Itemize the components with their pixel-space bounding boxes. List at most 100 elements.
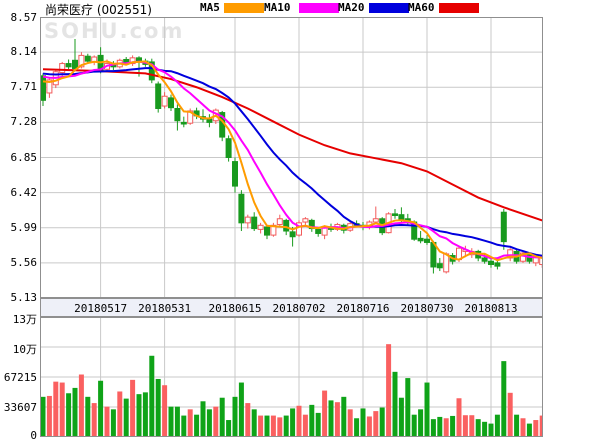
volume-bar	[334, 402, 340, 437]
volume-bar	[66, 393, 72, 437]
volume-bar	[130, 379, 136, 437]
volume-bar	[264, 415, 270, 437]
date-label: 20180531	[138, 302, 192, 315]
candle-body	[283, 219, 290, 232]
price-tick: 6.42	[10, 185, 38, 199]
candle-body	[40, 75, 46, 101]
sohu-watermark: SOHU.com	[44, 19, 185, 43]
volume-bar	[174, 406, 180, 437]
candle-body	[65, 63, 72, 68]
volume-bar	[443, 418, 449, 437]
volume-bar	[72, 387, 78, 437]
date-label: 20180517	[74, 302, 128, 315]
volume-bar	[386, 344, 392, 437]
volume-bar	[411, 414, 417, 437]
candle-body	[257, 224, 264, 230]
stock-title: 尚荣医疗 (002551)	[45, 3, 152, 17]
ma5-line	[42, 60, 543, 262]
volume-bar	[379, 407, 385, 437]
volume-bar	[168, 406, 174, 437]
legend-label-ma60: MA60	[408, 1, 435, 14]
volume-bar	[488, 423, 494, 437]
volume-bar	[142, 392, 148, 437]
candle-body	[161, 95, 168, 107]
candle-body	[392, 213, 398, 216]
price-tick: 7.71	[10, 80, 38, 94]
volume-bar	[104, 406, 110, 437]
candle-body	[238, 193, 245, 224]
volume-bar	[501, 361, 507, 437]
volume-bar	[181, 415, 187, 437]
volume-bar	[162, 385, 168, 437]
legend-label-ma5: MA5	[200, 1, 220, 14]
volume-bar	[373, 411, 379, 437]
volume-bar	[328, 400, 334, 437]
ma20-line	[42, 67, 543, 257]
volume-bar	[309, 404, 315, 437]
volume-bar	[78, 374, 84, 437]
volume-bar	[341, 396, 347, 437]
volume-bar	[539, 415, 543, 437]
price-panel-border	[40, 17, 543, 298]
volume-bar	[238, 382, 244, 437]
date-label: 20180813	[464, 302, 518, 315]
volume-bar	[296, 405, 302, 437]
volume-bar	[469, 415, 475, 437]
date-label: 20180716	[336, 302, 390, 315]
volume-bars	[40, 344, 543, 437]
volume-bar	[315, 412, 321, 437]
volume-bar	[251, 409, 257, 437]
volume-bar	[507, 392, 513, 437]
price-tick: 5.99	[10, 220, 38, 234]
volume-bar	[206, 409, 212, 437]
candle-body	[264, 226, 270, 236]
candle-body	[78, 54, 85, 68]
volume-bar	[405, 378, 411, 437]
candle-body	[436, 263, 443, 269]
legend-label-ma10: MA10	[264, 1, 291, 14]
volume-bar	[123, 398, 129, 437]
candle-body	[129, 57, 136, 65]
volume-bar	[155, 378, 161, 437]
volume-bar	[98, 380, 104, 437]
candle-body	[296, 222, 302, 236]
volume-bar	[245, 403, 251, 437]
candle-body	[168, 97, 174, 109]
candle-body	[302, 218, 309, 223]
volume-bar	[59, 382, 65, 437]
volume-bar	[514, 414, 520, 437]
candle-body	[180, 121, 187, 125]
volume-bar	[194, 414, 200, 437]
volume-bar	[110, 409, 116, 437]
candle-body	[488, 260, 494, 266]
volume-bar	[270, 415, 276, 437]
price-tick: 8.57	[10, 11, 38, 24]
volume-bar	[226, 420, 232, 437]
candle-body	[84, 55, 91, 62]
candle-body	[225, 138, 232, 159]
volume-bar	[302, 414, 308, 437]
date-label: 20180702	[272, 302, 326, 315]
volume-bar	[232, 396, 238, 437]
volume-bar	[462, 415, 468, 437]
candle-body	[507, 249, 514, 259]
volume-panel-border	[40, 317, 543, 437]
candle-body	[244, 216, 251, 224]
candle-body	[206, 118, 213, 123]
candle-body	[46, 79, 53, 94]
volume-bar	[283, 415, 289, 437]
legend-swatch-ma10	[299, 3, 339, 13]
candle-body	[174, 107, 181, 122]
price-tick: 6.85	[10, 150, 38, 164]
volume-bar	[290, 408, 296, 437]
candle-body	[494, 262, 501, 267]
ma10-line	[42, 60, 543, 260]
legend-label-ma20: MA20	[338, 1, 365, 14]
candle-body	[289, 231, 296, 238]
ma-lines	[42, 60, 543, 262]
volume-bar	[533, 420, 539, 437]
volume-bar	[366, 416, 372, 437]
price-tick: 5.13	[10, 291, 38, 304]
candle-body	[251, 216, 258, 230]
